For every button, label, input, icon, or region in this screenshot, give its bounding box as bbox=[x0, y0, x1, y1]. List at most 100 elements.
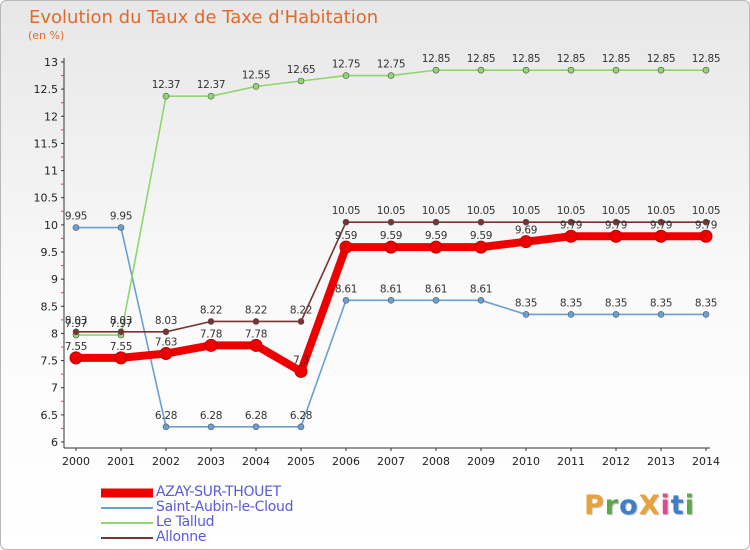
data-label-allonne: 10.05 bbox=[332, 205, 361, 217]
data-label-azay-sur-thouet: 7.63 bbox=[155, 337, 177, 349]
data-label-azay-sur-thouet: 7.55 bbox=[110, 341, 132, 353]
data-label-saint-aubin-le-cloud: 8.35 bbox=[650, 297, 672, 309]
legend-label: AZAY-SUR-THOUET bbox=[156, 484, 281, 500]
data-point-le-tallud bbox=[342, 72, 350, 79]
data-label-saint-aubin-le-cloud: 6.28 bbox=[155, 410, 177, 422]
data-point-azay-sur-thouet bbox=[519, 235, 533, 249]
data-point-allonne bbox=[162, 328, 170, 336]
data-label-azay-sur-thouet: 9.79 bbox=[695, 219, 717, 231]
data-label-saint-aubin-le-cloud: 8.35 bbox=[515, 297, 537, 309]
data-point-allonne bbox=[342, 218, 350, 226]
data-point-saint-aubin-le-cloud bbox=[612, 311, 620, 318]
x-tick-label: 2000 bbox=[62, 455, 90, 468]
data-label-azay-sur-thouet: 9.79 bbox=[650, 219, 672, 231]
logo-letter: t bbox=[670, 490, 685, 521]
y-tick-label: 11.5 bbox=[34, 137, 59, 150]
data-label-saint-aubin-le-cloud: 8.61 bbox=[380, 283, 402, 295]
data-label-le-tallud: 12.85 bbox=[647, 53, 676, 65]
data-label-allonne: 8.22 bbox=[290, 304, 312, 316]
logo-letter: i bbox=[684, 490, 695, 521]
data-label-le-tallud: 12.37 bbox=[197, 79, 226, 91]
x-tick-label: 2011 bbox=[557, 455, 585, 468]
data-point-saint-aubin-le-cloud bbox=[207, 423, 215, 431]
data-point-allonne bbox=[117, 328, 125, 336]
data-point-le-tallud bbox=[657, 66, 665, 74]
logo-letter: o bbox=[619, 490, 639, 521]
data-label-le-tallud: 12.85 bbox=[557, 53, 586, 65]
data-label-saint-aubin-le-cloud: 6.28 bbox=[290, 410, 312, 422]
data-label-le-tallud: 7.97 bbox=[110, 318, 132, 330]
data-label-saint-aubin-le-cloud: 8.35 bbox=[695, 297, 717, 309]
y-tick-label: 10 bbox=[44, 219, 58, 232]
data-point-allonne bbox=[252, 318, 260, 325]
data-point-saint-aubin-le-cloud bbox=[567, 311, 575, 318]
data-point-saint-aubin-le-cloud bbox=[162, 423, 170, 431]
logo-letter: X bbox=[638, 490, 661, 521]
data-point-saint-aubin-le-cloud bbox=[387, 297, 395, 304]
y-tick-label: 13 bbox=[44, 56, 58, 69]
data-point-allonne bbox=[207, 318, 215, 325]
data-point-azay-sur-thouet bbox=[339, 240, 353, 254]
data-point-azay-sur-thouet bbox=[609, 229, 623, 243]
y-tick-label: 10.5 bbox=[34, 192, 59, 205]
data-point-saint-aubin-le-cloud bbox=[342, 297, 350, 304]
y-tick-label: 7.5 bbox=[41, 355, 59, 368]
data-point-azay-sur-thouet bbox=[204, 338, 218, 352]
y-tick-label: 12 bbox=[44, 110, 58, 123]
data-label-le-tallud: 12.85 bbox=[512, 53, 541, 65]
data-point-azay-sur-thouet bbox=[69, 351, 83, 365]
data-point-allonne bbox=[387, 218, 395, 226]
data-point-azay-sur-thouet bbox=[474, 240, 488, 254]
data-label-allonne: 8.03 bbox=[65, 315, 87, 327]
data-label-allonne: 10.05 bbox=[692, 205, 721, 217]
data-label-le-tallud: 12.85 bbox=[692, 53, 721, 65]
data-point-azay-sur-thouet bbox=[159, 347, 173, 361]
logo-letter: P bbox=[584, 490, 605, 521]
data-point-allonne bbox=[702, 218, 710, 226]
chart-title: Evolution du Taux de Taxe d'Habitation bbox=[29, 7, 379, 28]
logo-letter: i bbox=[660, 490, 671, 521]
y-tick-label: 7 bbox=[51, 382, 58, 395]
x-tick-label: 2010 bbox=[512, 455, 540, 468]
data-label-saint-aubin-le-cloud: 8.35 bbox=[605, 297, 627, 309]
data-point-le-tallud bbox=[252, 83, 260, 90]
x-tick-label: 2004 bbox=[242, 455, 270, 468]
data-point-saint-aubin-le-cloud bbox=[297, 423, 305, 431]
data-label-azay-sur-thouet: 9.59 bbox=[380, 230, 402, 242]
data-label-saint-aubin-le-cloud: 8.35 bbox=[560, 297, 582, 309]
data-label-allonne: 8.22 bbox=[200, 304, 222, 316]
data-point-le-tallud bbox=[702, 66, 710, 74]
data-point-le-tallud bbox=[162, 92, 170, 100]
legend-swatch bbox=[101, 506, 153, 509]
legend-label: Saint-Aubin-le-Cloud bbox=[156, 499, 294, 515]
data-label-azay-sur-thouet: 9.69 bbox=[515, 225, 537, 237]
data-point-saint-aubin-le-cloud bbox=[252, 423, 260, 431]
data-point-allonne bbox=[522, 218, 530, 226]
data-point-azay-sur-thouet bbox=[564, 229, 578, 243]
data-label-le-tallud: 12.55 bbox=[242, 69, 271, 81]
data-label-saint-aubin-le-cloud: 8.61 bbox=[335, 283, 357, 295]
data-point-le-tallud bbox=[432, 66, 440, 74]
data-label-azay-sur-thouet: 7.3 bbox=[293, 354, 309, 366]
data-point-allonne bbox=[477, 218, 485, 226]
data-label-azay-sur-thouet: 9.59 bbox=[470, 230, 492, 242]
data-point-azay-sur-thouet bbox=[384, 240, 398, 254]
data-label-le-tallud: 12.65 bbox=[287, 64, 316, 76]
data-label-allonne: 10.05 bbox=[557, 205, 586, 217]
x-tick-label: 2003 bbox=[197, 455, 225, 468]
data-point-allonne bbox=[657, 218, 665, 226]
data-label-allonne: 8.22 bbox=[245, 304, 267, 316]
data-label-allonne: 8.03 bbox=[155, 315, 177, 327]
data-label-le-tallud: 12.85 bbox=[422, 53, 451, 65]
data-label-azay-sur-thouet: 9.79 bbox=[605, 219, 627, 231]
y-tick-label: 6.5 bbox=[41, 409, 59, 422]
data-label-saint-aubin-le-cloud: 8.61 bbox=[470, 283, 492, 295]
y-tick-label: 9 bbox=[51, 273, 58, 286]
logo-letter: r bbox=[604, 490, 620, 521]
data-point-azay-sur-thouet bbox=[699, 229, 713, 243]
data-label-le-tallud: 12.85 bbox=[602, 53, 631, 65]
data-point-le-tallud bbox=[612, 66, 620, 74]
data-point-le-tallud bbox=[477, 66, 485, 74]
data-point-azay-sur-thouet bbox=[294, 364, 308, 378]
